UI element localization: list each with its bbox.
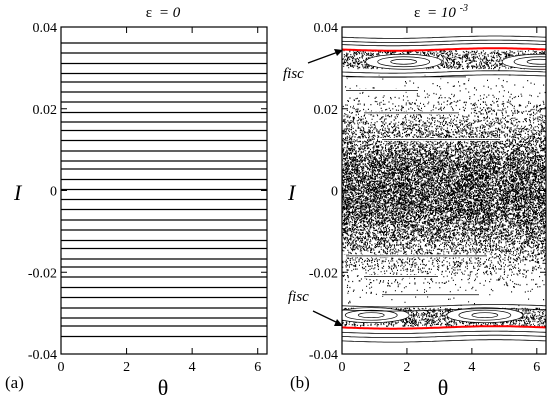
fisc-curve-bottom xyxy=(342,325,546,330)
island-outer xyxy=(501,53,546,70)
fisc-arrow-top xyxy=(307,51,339,64)
fisc-annotation-bottom: fisc xyxy=(288,289,343,326)
fisc-annotation-top: fisc xyxy=(283,49,343,82)
panel-a-xtick-label: 4 xyxy=(189,360,196,375)
panel-b-xtick-label: 0 xyxy=(339,360,346,375)
panel-b-fisc-curves xyxy=(342,47,546,330)
island-middle xyxy=(458,309,512,321)
regular-curve xyxy=(342,70,546,74)
panel-b-ticks: 0.040.020-0.02-0.040 2 4 6 xyxy=(309,21,546,375)
panel-a-xtick-label: 0 xyxy=(58,360,65,375)
panel-b-ytick-label: -0.04 xyxy=(309,348,338,363)
panel-b-ytick-label: 0.02 xyxy=(314,103,339,118)
panel-b: ε = 10 -3 0.040.020-0.02-0.040 2 4 6 I θ (b… xyxy=(283,3,547,400)
panel-a-title-value: = 0 xyxy=(159,5,181,21)
island-inner xyxy=(526,58,546,65)
regular-curve xyxy=(342,330,546,334)
island-inner xyxy=(357,312,385,319)
panel-b-label: (b) xyxy=(290,373,310,392)
fisc-curve-top xyxy=(342,47,546,52)
fisc-arrowhead-bottom xyxy=(334,319,343,326)
panel-a-frame xyxy=(60,26,268,355)
island-inner xyxy=(390,58,418,65)
fisc-label-bottom: fisc xyxy=(288,289,309,305)
island-inner xyxy=(471,312,499,319)
panel-a-ytick-label: 0.04 xyxy=(33,21,58,36)
panel-b-ytick-label: 0.04 xyxy=(314,21,339,36)
regular-curve xyxy=(342,35,546,39)
chaotic-point-cloud xyxy=(342,50,546,327)
panel-a-ylabel: I xyxy=(13,180,23,205)
panel-b-plot-area xyxy=(342,35,546,343)
panel-b-title-symbol: ε xyxy=(414,5,420,21)
panel-b-ytick-label: -0.02 xyxy=(309,266,338,281)
panel-a-ticks: 0.040.020-0.02-0.040 2 4 6 xyxy=(28,21,267,375)
regular-curve xyxy=(342,304,546,308)
fisc-arrow-bottom xyxy=(312,310,339,324)
regular-curve xyxy=(342,43,546,47)
fisc-arrowhead-top xyxy=(334,49,343,56)
panel-b-xtick-label: 4 xyxy=(468,360,475,375)
regular-curve xyxy=(342,339,546,343)
regular-curve xyxy=(342,308,546,312)
fisc-label-top: fisc xyxy=(283,66,304,82)
panel-b-xtick-label: 6 xyxy=(533,360,540,375)
panel-a: ε = 0 0.040.020-0.02-0.040 2 4 6 I θ (a) xyxy=(5,5,268,400)
panel-a-xlabel: θ xyxy=(158,375,169,400)
panel-a-ytick-label: 0.02 xyxy=(33,103,58,118)
panel-b-ytick-label: 0 xyxy=(331,185,338,200)
panel-b-chaotic-points xyxy=(342,50,546,327)
panel-b-ylabel: I xyxy=(287,180,297,205)
panel-b-title-exponent: -3 xyxy=(460,3,468,14)
island-middle xyxy=(513,56,546,68)
panel-a-invariant-lines xyxy=(61,42,267,338)
panel-a-ytick-label: -0.04 xyxy=(28,348,57,363)
panel-a-title-symbol: ε xyxy=(146,5,152,21)
panel-a-ytick-label: 0 xyxy=(50,185,57,200)
panel-b-xtick-label: 2 xyxy=(403,360,410,375)
panel-b-title-base: = 10 xyxy=(427,5,456,21)
panel-a-xtick-label: 2 xyxy=(123,360,130,375)
panel-a-ytick-label: -0.02 xyxy=(28,266,57,281)
panel-a-label: (a) xyxy=(5,373,24,392)
panel-b-island-chains xyxy=(342,35,546,343)
panel-b-xlabel: θ xyxy=(438,375,449,400)
island-middle xyxy=(344,309,398,321)
island-middle xyxy=(377,56,431,68)
panel-a-xtick-label: 6 xyxy=(254,360,261,375)
regular-curve xyxy=(342,74,546,78)
panel-b-title: ε = 10 -3 xyxy=(414,3,468,21)
regular-curve xyxy=(342,39,546,43)
regular-curve xyxy=(342,334,546,338)
panel-a-title: ε = 0 xyxy=(146,5,181,21)
